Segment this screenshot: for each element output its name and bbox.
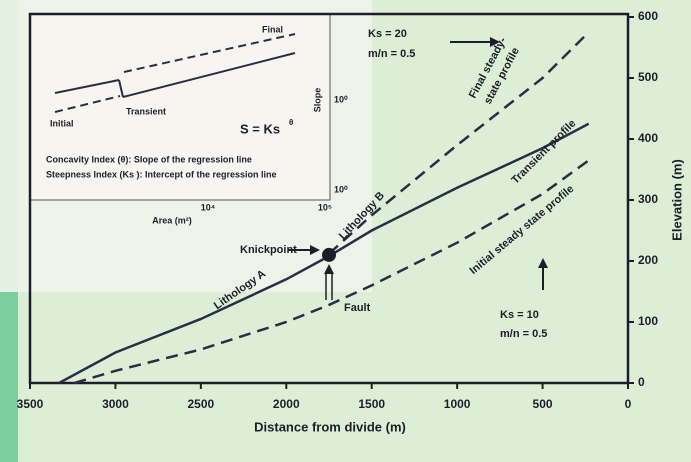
y-tick-label: 600 — [638, 9, 658, 23]
chart: Final Transient Initial S = Ks θ Concavi… — [0, 0, 691, 462]
x-tick-label: 2500 — [188, 397, 215, 411]
y-tick-label: 200 — [638, 253, 658, 267]
x-tick-label: 1000 — [444, 397, 471, 411]
inset-line-label: Transient — [126, 106, 166, 116]
annotation: Ks = 10 — [500, 309, 539, 321]
x-tick-label: 3000 — [102, 397, 129, 411]
inset-y-tick-label: 10⁰ — [334, 184, 348, 194]
x-tick-label: 1500 — [358, 397, 385, 411]
inset-x-label: Area (m²) — [152, 215, 192, 225]
y-tick-label: 400 — [638, 131, 658, 145]
inset-note: Concavity Index (θ): Slope of the regres… — [46, 154, 252, 164]
inset-x-tick-label: 10⁴ — [201, 202, 215, 212]
x-tick-label: 3500 — [17, 397, 44, 411]
inset-line-label: Final — [262, 24, 283, 34]
annotation: Knickpoint — [240, 244, 297, 256]
y-tick-label: 300 — [638, 192, 658, 206]
inset-line-label: Initial — [50, 118, 74, 128]
inset-y-tick-label: 10⁰ — [334, 94, 348, 104]
knickpoint — [322, 248, 336, 262]
y-tick-label: 0 — [638, 375, 645, 389]
inset-y-label: Slope — [312, 88, 322, 113]
annotation: Fault — [344, 302, 371, 314]
annotation: m/n = 0.5 — [368, 48, 415, 60]
x-tick-label: 500 — [533, 397, 553, 411]
annotation: Ks = 20 — [368, 28, 407, 40]
inset-equation: S = Ks — [240, 121, 280, 136]
page: {"chart_data": {"type": "line", "x_label… — [0, 0, 691, 462]
y-tick-label: 500 — [638, 70, 658, 84]
x-tick-label: 0 — [625, 397, 632, 411]
inset-note: Steepness Index (Ks ): Intercept of the … — [46, 169, 277, 179]
inset-equation-exponent: θ — [289, 118, 293, 127]
y-axis-label: Elevation (m) — [669, 159, 684, 241]
annotation: m/n = 0.5 — [500, 328, 547, 340]
y-tick-label: 100 — [638, 314, 658, 328]
x-axis-label: Distance from divide (m) — [254, 419, 406, 434]
x-tick-label: 2000 — [273, 397, 300, 411]
inset-x-tick-label: 10⁵ — [318, 202, 332, 212]
